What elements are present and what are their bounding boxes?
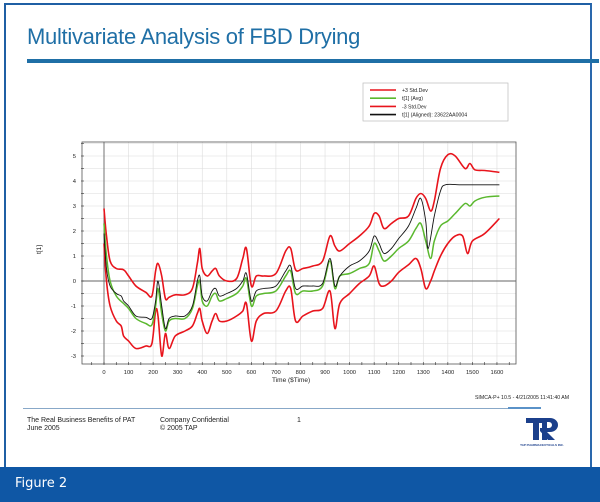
tap-logo: TAP PHARMACEUTICALS INC. [520, 418, 564, 447]
chart-grid [82, 142, 516, 364]
y-tick-label: 1 [73, 254, 76, 260]
series-plus-3-std-dev-line [103, 152, 500, 301]
y-tick-label: -1 [71, 304, 76, 310]
series-avg-line [103, 195, 500, 332]
y-tick-label: -3 [71, 354, 76, 360]
x-tick-label: 1500 [466, 370, 479, 376]
x-tick-label: 1200 [392, 370, 405, 376]
legend-label-series-minus-3-std-dev: -3 Std.Dev [402, 104, 427, 110]
footer-date: June 2005 [27, 425, 60, 432]
x-tick-label: 400 [197, 370, 207, 376]
chart: 0 100 200 300 400 500 600 700 800 900 1000 1100 1200… [36, 82, 569, 401]
chart-tick-labels: 0 100 200 300 400 500 600 700 800 900 1000 1100 1200… [71, 154, 504, 376]
x-tick-label: 1000 [343, 370, 356, 376]
series-minus-3-std-dev-line [103, 217, 500, 357]
footer-presentation-title: The Real Business Benefits of PAT [27, 417, 136, 424]
x-tick-label: 1400 [441, 370, 454, 376]
title-rule [27, 59, 599, 63]
x-tick-label: 800 [296, 370, 306, 376]
figure-caption: Figure 2 [15, 476, 68, 491]
x-tick-label: 700 [271, 370, 281, 376]
x-tick-label: 300 [173, 370, 183, 376]
y-tick-label: -2 [71, 329, 76, 335]
plot-frame [81, 141, 517, 365]
footer-confidential: Company Confidential [160, 417, 229, 424]
x-tick-label: 200 [148, 370, 158, 376]
footer-rule [23, 408, 508, 409]
chart-legend: +3 Std.Dev t[1] (Avg) -3 Std.Dev t[1] (Alig… [362, 82, 509, 122]
x-tick-label: 500 [222, 370, 232, 376]
figure-caption-bar [0, 467, 600, 502]
x-tick-label: 900 [320, 370, 330, 376]
y-tick-label: 5 [73, 154, 76, 160]
chart-axes [81, 141, 517, 365]
footer-page-number: 1 [297, 417, 301, 424]
tap-logo-subtext: TAP PHARMACEUTICALS INC. [520, 443, 564, 447]
x-tick-label: 1600 [491, 370, 504, 376]
x-tick-label: 1300 [417, 370, 430, 376]
x-axis-label: Time ($Time) [272, 377, 310, 384]
legend-label-series-aligned-batch: t[1] (Aligned): 23622AA0004 [402, 113, 467, 119]
legend-label-series-plus-3-std-dev: +3 Std.Dev [402, 88, 428, 94]
chart-series [103, 152, 500, 357]
slide-title: Multivariate Analysis of FBD Drying [27, 24, 361, 49]
y-tick-label: 0 [73, 279, 76, 285]
footer-rule-accent [508, 407, 541, 409]
legend-label-series-avg: t[1] (Avg) [402, 96, 423, 102]
x-tick-label: 1100 [368, 370, 380, 376]
x-tick-label: 600 [247, 370, 257, 376]
software-stamp: SIMCA-P+ 10.5 - 4/21/2005 11:41:40 AM [475, 395, 569, 401]
y-tick-label: 2 [73, 229, 76, 235]
tap-logo-mark [526, 418, 558, 440]
x-tick-label: 0 [102, 370, 105, 376]
y-tick-label: 3 [73, 204, 76, 210]
series-aligned-batch-line [103, 183, 500, 330]
footer-copyright: © 2005 TAP [160, 425, 198, 432]
y-tick-label: 4 [73, 179, 77, 185]
x-tick-label: 100 [124, 370, 134, 376]
y-axis-label: t[1] [36, 245, 43, 254]
